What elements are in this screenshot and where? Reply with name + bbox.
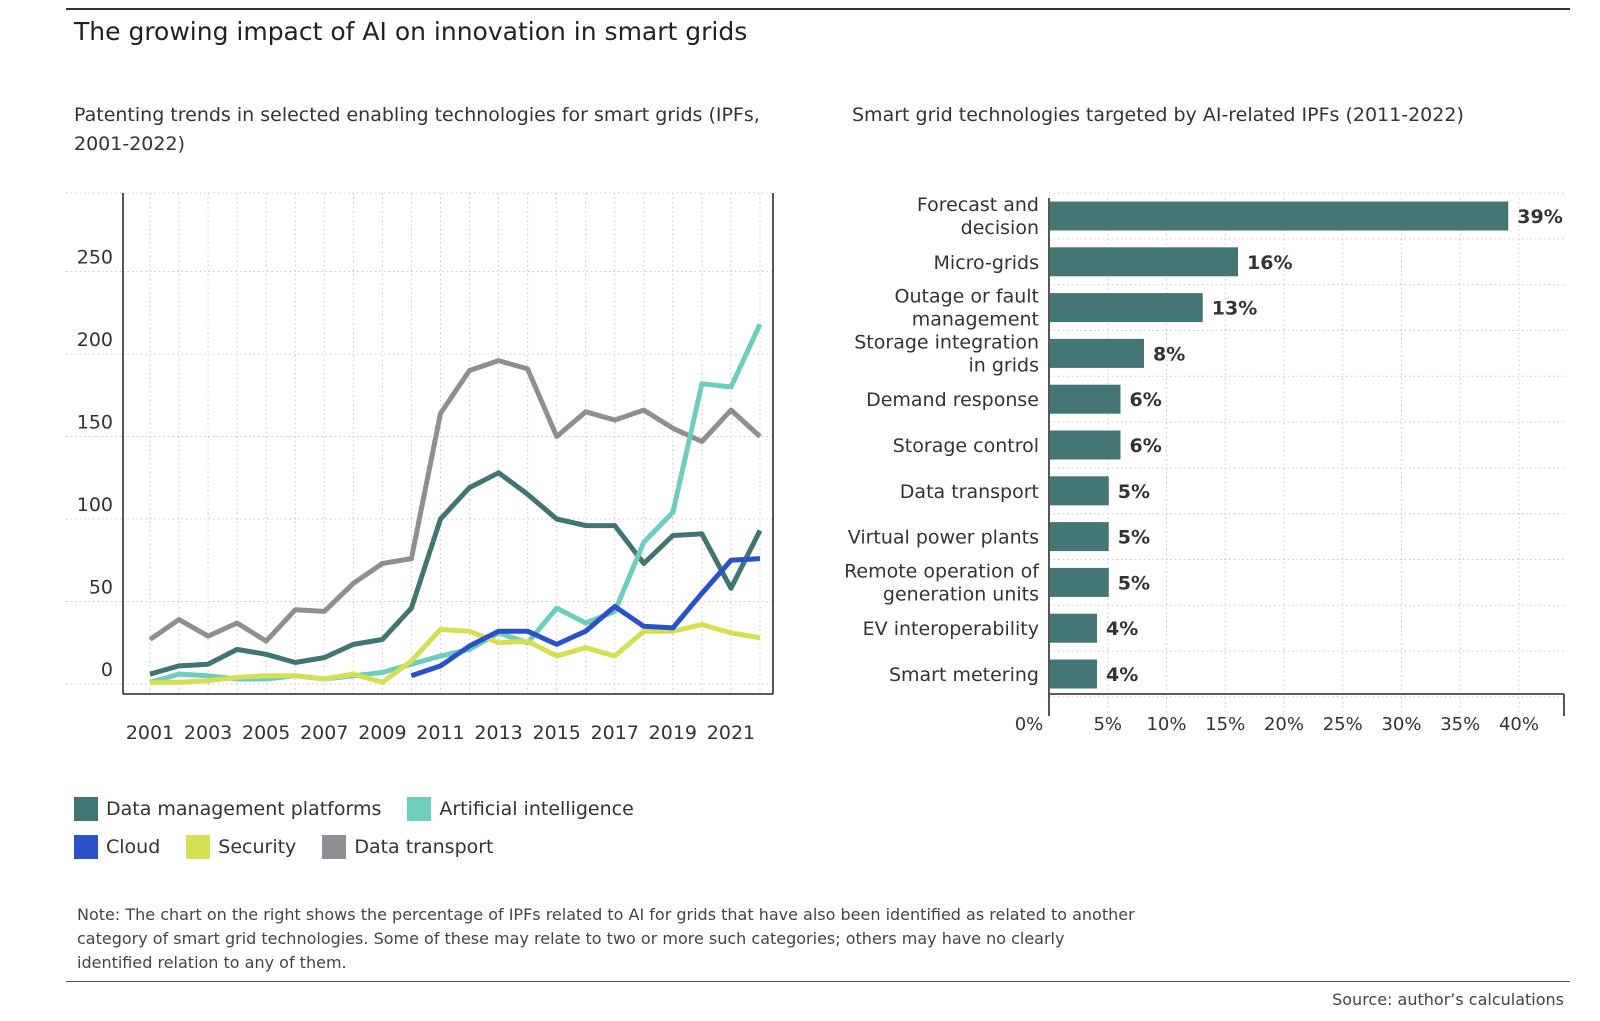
legend-item: Cloud [74, 835, 160, 859]
series-line-data-transport [148, 358, 762, 644]
bar [1050, 338, 1144, 368]
category-label: Micro-grids [934, 252, 1039, 274]
bar-value-label: 6% [1130, 389, 1162, 411]
legend-label: Data transport [354, 836, 494, 858]
x-tick-label: 2007 [300, 722, 348, 744]
legend-label: Artificial intelligence [439, 798, 634, 820]
bar-value-label: 8% [1153, 343, 1185, 365]
y-tick-label: 200 [77, 329, 113, 351]
category-label: generation units [883, 583, 1039, 605]
legend-item: Data transport [322, 835, 494, 859]
x-tick-label: 15% [1205, 714, 1245, 735]
bar-value-label: 5% [1118, 481, 1150, 503]
bar [1050, 384, 1121, 414]
legend-item: Data management platforms [74, 797, 381, 821]
bar-value-label: 6% [1130, 435, 1162, 457]
x-tick-label: 2019 [649, 722, 697, 744]
bar [1050, 293, 1203, 323]
legend-swatch [74, 797, 98, 821]
x-tick-label: 0% [1015, 714, 1044, 735]
legend-row: Cloud Security Data transport [74, 828, 660, 866]
series-line-security [150, 622, 761, 685]
bar [1050, 522, 1109, 552]
category-label: Storage integration [854, 331, 1039, 353]
category-label: Smart metering [889, 664, 1039, 686]
legend-swatch [74, 835, 98, 859]
category-label: Remote operation of [844, 560, 1040, 582]
x-tick-label: 2001 [126, 722, 174, 744]
y-tick-label: 0 [101, 659, 113, 681]
bar [1050, 201, 1509, 231]
bar-value-label: 39% [1517, 206, 1562, 228]
bar [1050, 613, 1097, 643]
legend-label: Data management platforms [106, 798, 382, 820]
x-tick-label: 30% [1381, 714, 1421, 735]
x-tick-label: 2021 [707, 722, 755, 744]
bar [1050, 476, 1109, 506]
top-rule [66, 8, 1570, 10]
y-tick-label: 50 [89, 577, 113, 599]
legend-item: Artificial intelligence [407, 797, 634, 821]
bar-chart-subtitle: Smart grid technologies targeted by AI-r… [852, 104, 1464, 126]
legend-swatch [186, 835, 211, 859]
bar-value-label: 13% [1212, 298, 1257, 320]
bar-value-label: 4% [1106, 664, 1138, 686]
legend-item: Security [186, 835, 296, 859]
y-tick-label: 100 [77, 494, 113, 516]
bar-value-label: 5% [1118, 527, 1150, 549]
bar [1050, 430, 1121, 460]
category-label: Outage or fault [895, 286, 1039, 308]
category-label: Demand response [866, 389, 1039, 411]
x-tick-label: 2003 [184, 722, 232, 744]
y-tick-label: 250 [77, 247, 113, 269]
bottom-rule [66, 981, 1570, 982]
category-label: Storage control [893, 435, 1039, 457]
category-label: Data transport [900, 481, 1039, 503]
category-label: Virtual power plants [848, 527, 1039, 549]
legend-label: Cloud [106, 836, 161, 858]
line-chart: 0 50 100 150 200 250 2001 2003 2005 2007 2009 2011 2… [66, 192, 774, 744]
x-tick-label: 2015 [532, 722, 580, 744]
category-label: EV interoperability [863, 618, 1039, 640]
bar-value-label: 4% [1106, 618, 1138, 640]
page-title: The growing impact of AI on innovation i… [74, 17, 748, 46]
bar-value-label: 5% [1118, 572, 1150, 594]
x-tick-label: 5% [1093, 714, 1122, 735]
x-tick-label: 10% [1146, 714, 1186, 735]
category-label: in grids [969, 354, 1039, 376]
legend-swatch [407, 797, 432, 821]
x-tick-label: 2013 [474, 722, 522, 744]
x-tick-label: 35% [1440, 714, 1480, 735]
category-label: decision [961, 217, 1039, 239]
bar [1050, 659, 1097, 689]
x-tick-label: 2009 [358, 722, 406, 744]
series-line-data-management-platforms [149, 470, 763, 677]
chart-note: Note: The chart on the right shows the p… [77, 905, 1135, 972]
category-label: management [912, 309, 1039, 331]
bar [1050, 567, 1109, 597]
x-tick-label: 20% [1264, 714, 1304, 735]
x-tick-label: 2017 [591, 722, 639, 744]
bar-value-label: 16% [1247, 252, 1292, 274]
y-tick-label: 150 [77, 412, 113, 434]
bar [1050, 247, 1238, 277]
line-chart-subtitle: Patenting trends in selected enabling te… [74, 104, 760, 155]
series-line-cloud [410, 556, 761, 679]
source-caption: Source: author’s calculations [1332, 990, 1564, 1009]
legend-row: Data management platforms Artificial inte… [74, 790, 660, 828]
legend-swatch [322, 835, 347, 859]
x-tick-label: 40% [1499, 714, 1539, 735]
line-chart-legend: Data management platforms Artificial inte… [74, 790, 660, 866]
x-tick-label: 2011 [416, 722, 464, 744]
x-tick-label: 25% [1323, 714, 1363, 735]
x-tick-label: 2005 [242, 722, 290, 744]
category-label: Forecast and [917, 194, 1039, 216]
legend-label: Security [218, 836, 297, 858]
